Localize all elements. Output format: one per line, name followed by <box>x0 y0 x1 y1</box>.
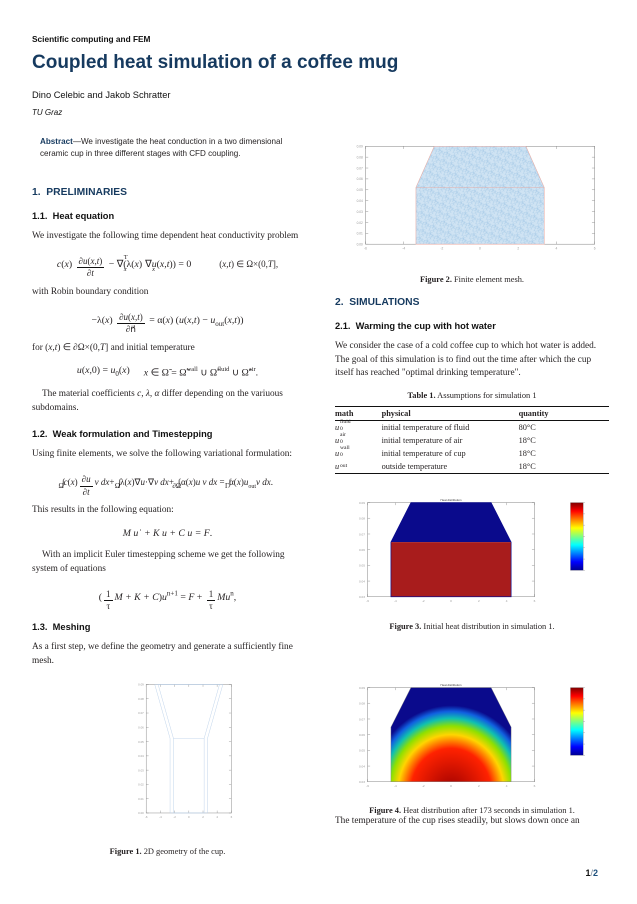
svg-text:0.07: 0.07 <box>359 717 365 721</box>
svg-text:0.08: 0.08 <box>357 155 363 159</box>
svg-text:0.02: 0.02 <box>139 782 145 786</box>
svg-text:-6: -6 <box>366 599 369 603</box>
svg-text:0: 0 <box>450 783 452 787</box>
svg-text:6: 6 <box>594 246 596 250</box>
svg-text:-2: -2 <box>174 814 177 818</box>
svg-text:-4: -4 <box>160 814 163 818</box>
svg-text:6: 6 <box>534 783 536 787</box>
svg-text:-2: -2 <box>422 599 425 603</box>
svg-text:0.09: 0.09 <box>359 685 365 689</box>
svg-text:2: 2 <box>478 783 480 787</box>
svg-text:4: 4 <box>506 783 508 787</box>
svg-text:4: 4 <box>556 246 558 250</box>
svg-text:-6: -6 <box>145 814 148 818</box>
svg-text:0.04: 0.04 <box>357 199 363 203</box>
svg-text:0.06: 0.06 <box>357 177 363 181</box>
svg-text:0.03: 0.03 <box>359 595 365 599</box>
svg-text:-4: -4 <box>394 599 397 603</box>
svg-text:-6: -6 <box>366 783 369 787</box>
svg-text:0.00: 0.00 <box>139 811 145 815</box>
svg-text:0.03: 0.03 <box>357 210 363 214</box>
svg-text:0.05: 0.05 <box>357 188 363 192</box>
svg-text:0.07: 0.07 <box>139 711 145 715</box>
svg-text:0.09: 0.09 <box>359 501 365 505</box>
svg-text:0.08: 0.08 <box>139 697 145 701</box>
svg-text:0.06: 0.06 <box>139 725 145 729</box>
svg-text:0.00: 0.00 <box>357 242 363 246</box>
svg-text:0.08: 0.08 <box>359 517 365 521</box>
svg-text:Heat distribution: Heat distribution <box>441 682 462 686</box>
svg-text:0.07: 0.07 <box>357 166 363 170</box>
svg-text:0.04: 0.04 <box>359 580 365 584</box>
svg-text:-4: -4 <box>402 246 405 250</box>
svg-text:0: 0 <box>479 246 481 250</box>
svg-text:0.09: 0.09 <box>357 144 363 148</box>
svg-text:-6: -6 <box>364 246 367 250</box>
svg-text:0.05: 0.05 <box>139 739 145 743</box>
svg-text:0.08: 0.08 <box>359 701 365 705</box>
svg-text:2: 2 <box>517 246 519 250</box>
svg-text:2: 2 <box>478 599 480 603</box>
svg-text:0.02: 0.02 <box>357 221 363 225</box>
svg-text:0.06: 0.06 <box>359 733 365 737</box>
svg-text:0.03: 0.03 <box>359 780 365 784</box>
svg-text:0.03: 0.03 <box>139 768 145 772</box>
svg-text:0.07: 0.07 <box>359 533 365 537</box>
svg-text:-4: -4 <box>394 783 397 787</box>
svg-text:0.01: 0.01 <box>357 232 363 236</box>
svg-text:-2: -2 <box>422 783 425 787</box>
svg-text:0.05: 0.05 <box>359 564 365 568</box>
svg-text:0.06: 0.06 <box>359 548 365 552</box>
svg-text:0: 0 <box>450 599 452 603</box>
svg-text:Heat distribution: Heat distribution <box>441 498 462 502</box>
svg-text:0.05: 0.05 <box>359 748 365 752</box>
svg-text:0.04: 0.04 <box>359 764 365 768</box>
svg-text:-2: -2 <box>440 246 443 250</box>
svg-text:6: 6 <box>534 599 536 603</box>
svg-text:0.04: 0.04 <box>139 754 145 758</box>
svg-text:0.09: 0.09 <box>139 682 145 686</box>
svg-text:0.01: 0.01 <box>139 797 145 801</box>
svg-text:4: 4 <box>506 599 508 603</box>
